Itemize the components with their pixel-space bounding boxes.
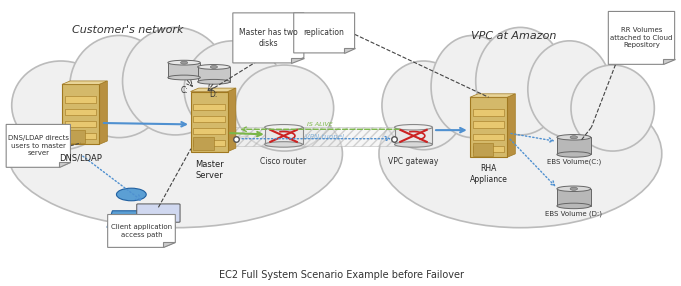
Text: Master
Server: Master Server [195, 160, 223, 180]
Bar [193, 116, 225, 122]
Ellipse shape [394, 124, 432, 130]
Text: VPC at Amazon: VPC at Amazon [471, 31, 556, 41]
Ellipse shape [12, 61, 110, 150]
Text: Customer's network: Customer's network [72, 25, 184, 35]
Polygon shape [108, 214, 175, 247]
Circle shape [180, 61, 188, 64]
Bar [62, 84, 99, 144]
Text: replication: replication [304, 28, 345, 37]
Bar [65, 96, 97, 103]
Bar [65, 133, 97, 139]
Bar [142, 225, 175, 228]
Polygon shape [344, 48, 355, 53]
Bar [193, 137, 214, 150]
Circle shape [570, 187, 577, 190]
Text: Cisco router: Cisco router [260, 157, 306, 166]
Polygon shape [107, 211, 156, 227]
Text: RR Volumes
attached to Cloud
Repository: RR Volumes attached to Cloud Repository [610, 27, 673, 48]
Circle shape [570, 136, 577, 139]
Bar [473, 146, 505, 152]
Bar [473, 122, 505, 128]
FancyBboxPatch shape [137, 204, 180, 222]
Bar [557, 189, 590, 206]
Polygon shape [163, 242, 175, 247]
Circle shape [210, 65, 217, 68]
Bar [65, 130, 85, 143]
Bar [473, 109, 505, 116]
Bar [191, 92, 227, 152]
Text: DNS/LDAP directs
users to master
server: DNS/LDAP directs users to master server [7, 135, 69, 156]
Ellipse shape [168, 60, 200, 65]
Polygon shape [99, 81, 108, 144]
Polygon shape [62, 81, 108, 84]
Ellipse shape [197, 80, 230, 84]
Polygon shape [233, 13, 304, 63]
Text: EBS Volume(C:): EBS Volume(C:) [547, 159, 601, 165]
Polygon shape [294, 13, 355, 53]
Ellipse shape [379, 80, 662, 228]
Text: D:: D: [210, 90, 218, 99]
Ellipse shape [557, 186, 590, 192]
Text: EBS Volume (D:): EBS Volume (D:) [545, 210, 602, 217]
Polygon shape [663, 59, 675, 64]
Bar [265, 127, 302, 144]
Bar [473, 134, 505, 140]
Bar [473, 143, 493, 156]
Bar [197, 67, 230, 82]
Ellipse shape [382, 61, 465, 150]
Polygon shape [470, 94, 516, 97]
Text: RHA
Appliance: RHA Appliance [470, 164, 507, 184]
Bar [193, 140, 225, 146]
Ellipse shape [197, 65, 230, 69]
Ellipse shape [235, 65, 334, 151]
Bar [65, 109, 97, 115]
Ellipse shape [394, 142, 432, 147]
Ellipse shape [123, 27, 228, 135]
Text: VPN tunnel: VPN tunnel [305, 134, 345, 140]
Circle shape [116, 188, 146, 201]
Ellipse shape [8, 80, 343, 228]
Ellipse shape [431, 35, 514, 138]
Ellipse shape [557, 203, 590, 209]
Bar [193, 128, 225, 134]
Ellipse shape [571, 65, 654, 151]
Text: Master has two
disks: Master has two disks [239, 28, 298, 48]
Text: IS ALIVE: IS ALIVE [306, 122, 332, 127]
Bar [193, 104, 225, 110]
Polygon shape [6, 124, 70, 167]
Polygon shape [227, 88, 236, 152]
Polygon shape [507, 94, 516, 157]
Bar [557, 137, 590, 154]
Bar [470, 97, 507, 157]
Bar [145, 224, 172, 226]
Text: VPC gateway: VPC gateway [388, 157, 439, 166]
Text: DNS/LDAP: DNS/LDAP [59, 153, 102, 162]
Ellipse shape [557, 152, 590, 157]
Polygon shape [191, 88, 236, 92]
Bar [394, 127, 432, 144]
Ellipse shape [69, 35, 168, 138]
Ellipse shape [476, 27, 565, 135]
Text: C:: C: [180, 86, 188, 95]
Text: Client application
access path: Client application access path [111, 224, 172, 238]
Polygon shape [608, 11, 675, 64]
Ellipse shape [168, 75, 200, 80]
Bar [65, 121, 97, 127]
Bar [168, 63, 200, 78]
Bar [155, 221, 163, 225]
Bar [233, 127, 417, 146]
Ellipse shape [265, 124, 302, 130]
Polygon shape [59, 162, 70, 167]
Polygon shape [291, 57, 304, 63]
Ellipse shape [528, 41, 611, 138]
Ellipse shape [184, 41, 283, 138]
Text: EC2 Full System Scenario Example before Failover: EC2 Full System Scenario Example before … [219, 270, 464, 279]
Ellipse shape [265, 142, 302, 147]
Ellipse shape [557, 134, 590, 140]
